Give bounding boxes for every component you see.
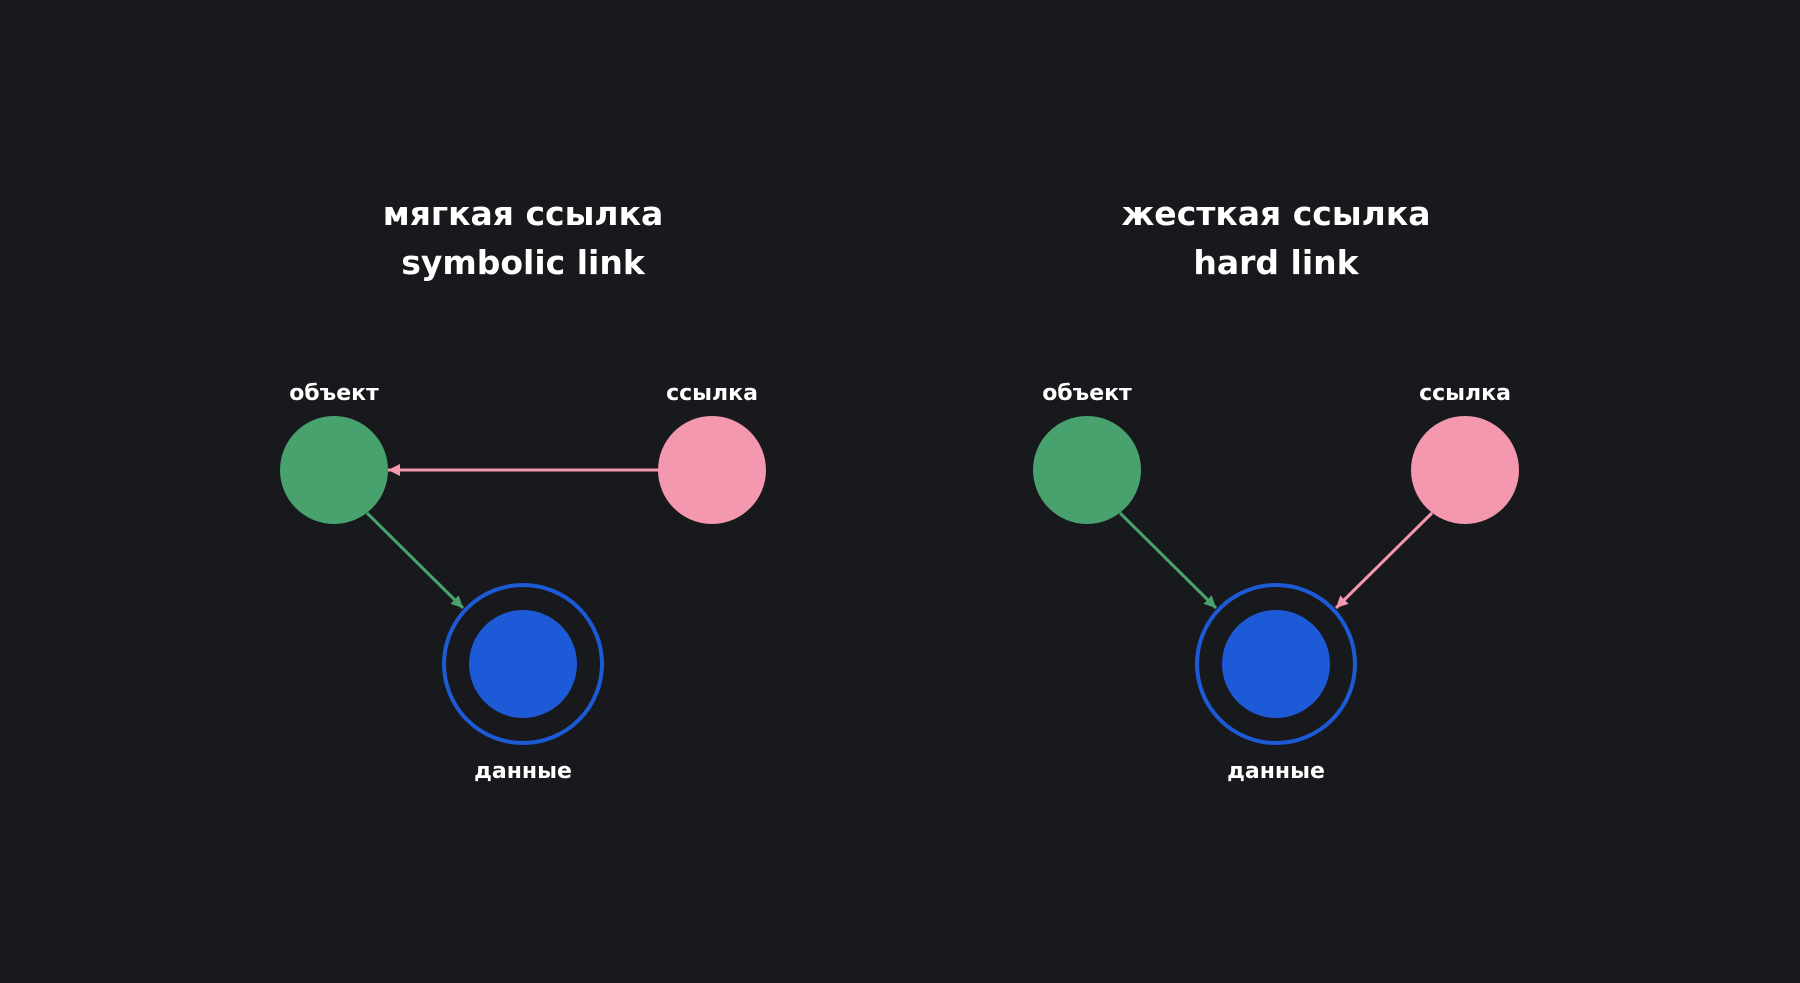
symbolic-data-ring: [442, 583, 604, 745]
symbolic-title-ru: мягкая ссылка: [383, 194, 664, 233]
symbolic-link-label: ссылка: [666, 381, 758, 406]
symbolic-title-en: symbolic link: [401, 243, 646, 282]
symbolic-link-diagram: мягкая ссылка symbolic link объект ссылк…: [280, 194, 766, 784]
symbolic-link-node: [658, 416, 766, 524]
hard-data-label: данные: [1227, 759, 1325, 784]
hard-object-label: объект: [1042, 381, 1132, 406]
hard-title-ru: жесткая ссылка: [1121, 194, 1430, 233]
hard-data-node: [1222, 610, 1330, 718]
hard-link-to-data-arrow: [1334, 511, 1434, 610]
hard-data-ring: [1195, 583, 1357, 745]
symbolic-data-node: [469, 610, 577, 718]
hard-link-diagram: жесткая ссылка hard link объект ссылка д…: [1033, 194, 1519, 784]
symbolic-data-label: данные: [474, 759, 572, 784]
hard-object-to-data-arrow: [1118, 511, 1218, 610]
hard-link-node: [1411, 416, 1519, 524]
symbolic-object-label: объект: [289, 381, 379, 406]
hard-object-node: [1033, 416, 1141, 524]
symbolic-object-node: [280, 416, 388, 524]
hard-title-en: hard link: [1193, 243, 1359, 282]
symbolic-object-to-data-arrow: [365, 511, 465, 610]
hard-link-label: ссылка: [1419, 381, 1511, 406]
